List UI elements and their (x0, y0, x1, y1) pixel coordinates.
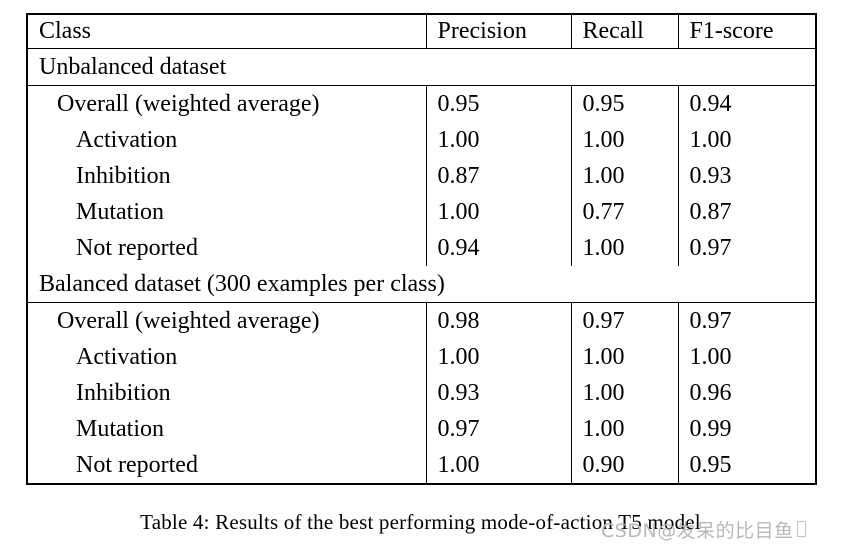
cell-precision: 0.94 (426, 230, 572, 266)
table-row: Mutation 1.00 0.77 0.87 (27, 194, 816, 230)
cell-precision: 0.97 (426, 411, 572, 447)
cell-recall: 1.00 (571, 411, 679, 447)
table-row: Mutation 0.97 1.00 0.99 (27, 411, 816, 447)
cell-recall: 1.00 (571, 122, 679, 158)
header-recall: Recall (571, 14, 679, 49)
table-row: Overall (weighted average) 0.95 0.95 0.9… (27, 85, 816, 122)
cell-precision: 1.00 (426, 339, 572, 375)
cell-precision: 0.93 (426, 375, 572, 411)
header-f1: F1-score (678, 14, 816, 49)
cell-precision: 1.00 (426, 194, 572, 230)
row-label: Overall (weighted average) (57, 307, 320, 334)
cell-recall: 1.00 (571, 375, 679, 411)
table-row: Not reported 1.00 0.90 0.95 (27, 447, 816, 484)
csdn-watermark: CSDN@发呆的比目鱼 (601, 516, 806, 543)
row-label: Inhibition (76, 162, 171, 189)
cell-f1: 0.95 (689, 451, 732, 478)
cell-f1: 0.99 (689, 415, 732, 442)
table-row: Inhibition 0.87 1.00 0.93 (27, 158, 816, 194)
cell-precision: 1.00 (426, 122, 572, 158)
table-row: Activation 1.00 1.00 1.00 (27, 339, 816, 375)
cell-f1: 0.97 (689, 307, 732, 334)
table-row: Activation 1.00 1.00 1.00 (27, 122, 816, 158)
cell-precision: 0.95 (426, 85, 572, 122)
cell-f1: 0.87 (689, 198, 732, 225)
table-row: Overall (weighted average) 0.98 0.97 0.9… (27, 302, 816, 339)
table-header-row: Class Precision Recall F1-score (27, 14, 816, 49)
cell-f1: 0.93 (689, 162, 732, 189)
cell-f1: 0.94 (689, 90, 732, 117)
section-title-balanced: Balanced dataset (300 examples per class… (39, 270, 445, 297)
table-row: Not reported 0.94 1.00 0.97 (27, 230, 816, 266)
watermark-text: CSDN@发呆的比目鱼 (601, 520, 794, 542)
results-table: Class Precision Recall F1-score Unbalanc… (26, 13, 817, 485)
row-label: Activation (76, 126, 178, 153)
cell-precision: 0.98 (426, 302, 572, 339)
row-label: Overall (weighted average) (57, 90, 320, 117)
cell-recall: 0.95 (571, 85, 679, 122)
table-caption: Table 4: Results of the best performing … (140, 510, 701, 534)
row-label: Activation (76, 343, 178, 370)
cell-f1: 0.96 (689, 379, 732, 406)
section-row: Balanced dataset (300 examples per class… (27, 266, 816, 303)
cell-recall: 0.97 (571, 302, 679, 339)
section-row: Unbalanced dataset (27, 48, 816, 86)
cell-precision: 1.00 (426, 447, 572, 484)
cell-f1: 0.97 (689, 234, 732, 261)
cell-recall: 0.90 (571, 447, 679, 484)
header-class: Class (39, 18, 92, 44)
cell-f1: 1.00 (689, 126, 732, 153)
row-label: Inhibition (76, 379, 171, 406)
cell-recall: 1.00 (571, 158, 679, 194)
row-label: Not reported (76, 234, 198, 261)
cell-recall: 0.77 (571, 194, 679, 230)
cell-recall: 1.00 (571, 230, 679, 266)
watermark-tofu-box (796, 521, 806, 537)
row-label: Mutation (76, 415, 164, 442)
section-title-unbalanced: Unbalanced dataset (39, 53, 227, 80)
cell-precision: 0.87 (426, 158, 572, 194)
table-row: Inhibition 0.93 1.00 0.96 (27, 375, 816, 411)
results-table-container: Class Precision Recall F1-score Unbalanc… (26, 13, 817, 485)
cell-recall: 1.00 (571, 339, 679, 375)
header-precision: Precision (426, 14, 572, 49)
row-label: Mutation (76, 198, 164, 225)
row-label: Not reported (76, 451, 198, 478)
cell-f1: 1.00 (689, 343, 732, 370)
